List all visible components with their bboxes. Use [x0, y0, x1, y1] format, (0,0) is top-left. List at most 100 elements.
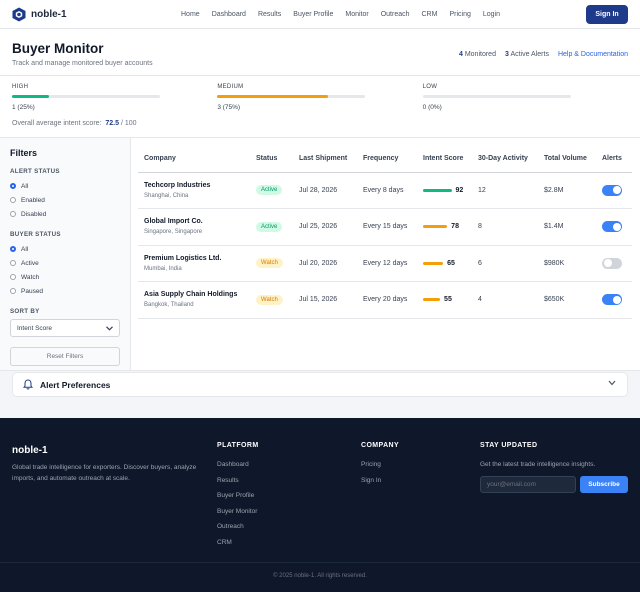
nav-link-dashboard[interactable]: Dashboard: [211, 11, 246, 18]
alert-status-option-all[interactable]: All: [10, 179, 120, 193]
nav-link-home[interactable]: Home: [181, 11, 200, 18]
help-link[interactable]: Help & Documentation: [557, 51, 628, 58]
sign-in-button[interactable]: Sign In: [586, 5, 628, 24]
alerts-toggle[interactable]: [602, 221, 622, 233]
company-name[interactable]: Techcorp Industries: [144, 181, 211, 189]
alerts-stat: 3 Active Alerts: [505, 51, 549, 58]
frequency-cell: Every 12 days: [357, 245, 417, 282]
alerts-cell: [596, 281, 632, 319]
footer-link-pricing[interactable]: Pricing: [361, 461, 381, 468]
alerts-toggle[interactable]: [602, 184, 622, 196]
buyer-status-option-watch[interactable]: Watch: [10, 270, 120, 284]
col-total-volume[interactable]: Total Volume: [538, 146, 596, 173]
band-label: HIGH: [12, 84, 29, 90]
radio-button[interactable]: [10, 274, 16, 280]
band-progress-track: [12, 95, 160, 98]
table-row[interactable]: Asia Supply Chain Holdings Bangkok, Thail…: [138, 281, 632, 319]
avg-max: / 100: [120, 120, 137, 127]
col-frequency[interactable]: Frequency: [357, 146, 417, 173]
alerts-toggle[interactable]: [602, 257, 622, 269]
buyer-status-option-all[interactable]: All: [10, 242, 120, 256]
toggle-knob: [603, 259, 612, 268]
chevron-down-icon[interactable]: [608, 380, 616, 386]
subscribe-button[interactable]: Subscribe: [580, 476, 628, 493]
status-cell: Active: [250, 208, 293, 246]
alert-status-option-enabled[interactable]: Enabled: [10, 193, 120, 207]
radio-button[interactable]: [10, 288, 16, 294]
toggle-knob: [612, 186, 621, 195]
nav-link-outreach[interactable]: Outreach: [380, 11, 410, 18]
company-name[interactable]: Global Import Co.: [144, 218, 203, 226]
sort-by-select[interactable]: Intent Score: [10, 319, 120, 337]
status-cell: Watch: [250, 281, 293, 319]
buyer-status-option-active[interactable]: Active: [10, 256, 120, 270]
col-company[interactable]: Company: [138, 146, 250, 173]
alert-status-option-disabled[interactable]: Disabled: [10, 207, 120, 221]
page-subtitle: Track and manage monitored buyer account…: [12, 60, 153, 67]
intent-score-bar: [423, 188, 452, 192]
company-location: Bangkok, Thailand: [144, 302, 194, 309]
intent-score: 78: [423, 223, 472, 230]
nav-link-monitor[interactable]: Monitor: [345, 11, 369, 18]
radio-button[interactable]: [10, 211, 16, 217]
header-stats: 4 Monitored 3 Active Alerts Help & Docum…: [459, 51, 628, 58]
col-last-shipment[interactable]: Last Shipment: [293, 146, 357, 173]
col-intent-score[interactable]: Intent Score: [417, 146, 472, 173]
buyers-table-container: Company Status Last Shipment Frequency I…: [131, 138, 640, 370]
footer-link-sign-in[interactable]: Sign In: [361, 476, 382, 484]
intent-score-value: 65: [447, 259, 455, 267]
reset-filters-button[interactable]: Reset Filters: [10, 347, 120, 366]
email-input[interactable]: your@email.com: [480, 476, 576, 493]
footer-link-dashboard[interactable]: Dashboard: [217, 461, 249, 468]
col-status[interactable]: Status: [250, 146, 293, 173]
alerts-toggle[interactable]: [602, 294, 622, 306]
hexagon-logo-icon: [12, 7, 26, 21]
alerts-cell: [596, 208, 632, 246]
footer-link-buyer-monitor[interactable]: Buyer Monitor: [217, 507, 258, 515]
footer-stay-title: STAY UPDATED: [480, 442, 538, 449]
company-name[interactable]: Premium Logistics Ltd.: [144, 254, 222, 262]
bell-icon: [23, 379, 33, 390]
nav-link-pricing[interactable]: Pricing: [449, 11, 471, 18]
nav-link-login[interactable]: Login: [482, 11, 500, 18]
company-name[interactable]: Asia Supply Chain Holdings: [144, 291, 238, 299]
frequency-cell: Every 15 days: [357, 208, 417, 246]
status-badge: Active: [256, 185, 283, 196]
toggle-knob: [612, 295, 621, 304]
radio-button[interactable]: [10, 183, 16, 189]
band-progress-fill: [217, 95, 329, 98]
buyers-table: Company Status Last Shipment Frequency I…: [138, 146, 632, 319]
alerts-cell: [596, 172, 632, 209]
col-activity[interactable]: 30-Day Activity: [472, 146, 538, 173]
nav-link-results[interactable]: Results: [257, 11, 282, 18]
footer-link-crm[interactable]: CRM: [217, 538, 232, 546]
company-cell: Techcorp Industries Shanghai, China: [138, 172, 250, 209]
brand-logo[interactable]: noble-1: [12, 7, 67, 22]
buyer-status-option-paused[interactable]: Paused: [10, 284, 120, 298]
intent-score-cell: 55: [417, 281, 472, 319]
radio-button[interactable]: [10, 260, 16, 266]
sort-by-value: Intent Score: [17, 324, 53, 332]
toggle-knob: [612, 222, 621, 231]
table-row[interactable]: Global Import Co. Singapore, Singapore Act…: [138, 208, 632, 246]
band-progress-track: [217, 95, 366, 98]
nav-link-crm[interactable]: CRM: [421, 11, 438, 18]
radio-button[interactable]: [10, 246, 16, 252]
radio-button[interactable]: [10, 197, 16, 203]
nav-link-buyer-profile[interactable]: Buyer Profile: [293, 11, 334, 18]
activity-cell: 8: [472, 208, 538, 246]
intent-score-value: 92: [455, 186, 464, 194]
footer-link-results[interactable]: Results: [217, 476, 239, 484]
table-row[interactable]: Techcorp Industries Shanghai, China Active…: [138, 172, 632, 209]
footer: noble-1 Global trade intelligence for ex…: [0, 418, 640, 592]
footer-link-buyer-profile[interactable]: Buyer Profile: [217, 492, 255, 499]
monitor-panel: Buyer Monitor Track and manage monitored…: [0, 29, 640, 371]
footer-link-outreach[interactable]: Outreach: [217, 523, 244, 530]
last-shipment-cell: Jul 15, 2026: [293, 281, 357, 319]
monitor-header: Buyer Monitor Track and manage monitored…: [0, 29, 640, 76]
alert-preferences-panel[interactable]: Alert Preferences: [12, 372, 628, 397]
table-row[interactable]: Premium Logistics Ltd. Mumbai, India Watch…: [138, 245, 632, 282]
col-alerts[interactable]: Alerts: [596, 146, 632, 173]
company-location: Shanghai, China: [144, 192, 189, 199]
company-cell: Premium Logistics Ltd. Mumbai, India: [138, 245, 250, 282]
